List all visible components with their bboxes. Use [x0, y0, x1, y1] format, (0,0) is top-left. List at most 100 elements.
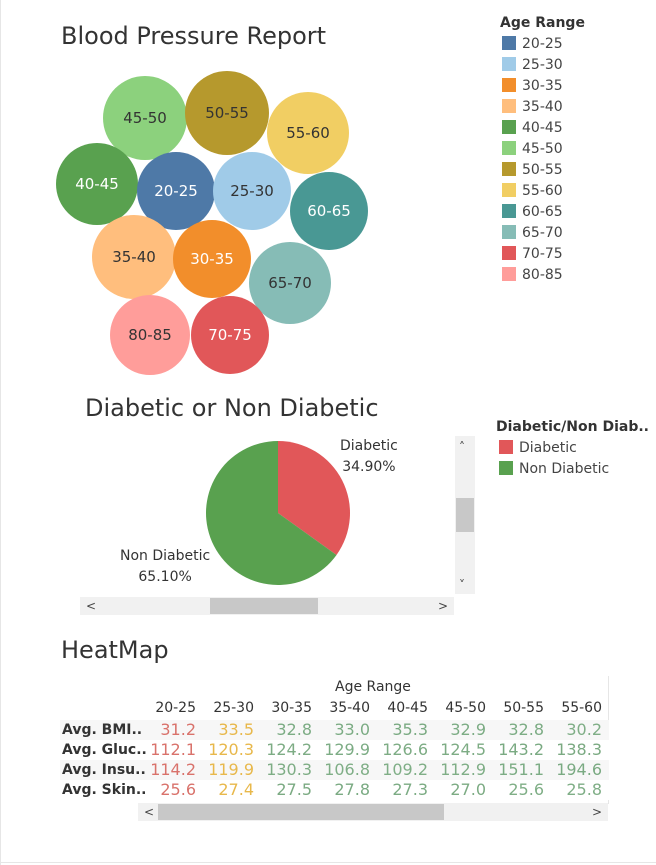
heatmap-cell[interactable]: 130.3: [266, 760, 312, 779]
bubble-20-25[interactable]: 20-25: [137, 152, 215, 230]
heatmap-cell[interactable]: 124.2: [266, 740, 312, 759]
heatmap-cell[interactable]: 31.2: [160, 720, 196, 739]
heatmap-cell[interactable]: 27.3: [392, 780, 428, 799]
heatmap-column-header: 50-55: [503, 700, 544, 716]
legend-swatch: [502, 36, 516, 50]
heatmap-cell[interactable]: 33.5: [218, 720, 254, 739]
heatmap-row: Avg. Skin.. 25.6 27.4 27.5 27.8 27.3 27.0 25.6 2…: [60, 780, 609, 800]
heatmap-cell[interactable]: 27.5: [276, 780, 312, 799]
bubble-25-30[interactable]: 25-30: [213, 152, 291, 230]
legend-item-20-25[interactable]: 20-25: [502, 36, 563, 56]
bubble-55-60[interactable]: 55-60: [267, 92, 349, 174]
legend-label: 30-35: [522, 78, 563, 94]
dashboard-left-edge: [0, 0, 1, 865]
chevron-up-icon[interactable]: ˄: [459, 440, 465, 454]
heatmap-row-label: Avg. Skin..: [62, 782, 147, 798]
legend-swatch: [502, 120, 516, 134]
chevron-down-icon[interactable]: ˅: [459, 578, 465, 592]
heatmap-cell[interactable]: 112.1: [150, 740, 196, 759]
pie-label-diabetic-value: 34.90%: [342, 459, 396, 475]
heatmap-cell[interactable]: 126.6: [382, 740, 428, 759]
heatmap-cell[interactable]: 114.2: [150, 760, 196, 779]
heatmap-column-header: 25-30: [213, 700, 254, 716]
pie-label-non-diabetic-name: Non Diabetic: [120, 548, 211, 564]
chevron-left-icon[interactable]: <: [144, 805, 155, 819]
legend-label: 60-65: [522, 204, 563, 220]
bubble-65-70[interactable]: 65-70: [249, 242, 331, 324]
pie-vertical-scroll-thumb[interactable]: [456, 498, 474, 532]
heatmap-cell[interactable]: 32.8: [276, 720, 312, 739]
age-range-legend-title: Age Range: [500, 15, 585, 31]
legend-item-non-diabetic[interactable]: Non Diabetic: [499, 461, 609, 481]
legend-item-diabetic[interactable]: Diabetic: [499, 440, 577, 460]
heatmap-cell[interactable]: 143.2: [498, 740, 544, 759]
heatmap-cell[interactable]: 25.6: [508, 780, 544, 799]
heatmap-column-header: 20-25: [155, 700, 196, 716]
pie-horizontal-scrollbar[interactable]: < >: [80, 597, 454, 615]
heatmap-cell[interactable]: 120.3: [208, 740, 254, 759]
heatmap-cell[interactable]: 27.4: [218, 780, 254, 799]
legend-label: 65-70: [522, 225, 563, 241]
pie-vertical-scrollbar[interactable]: ˄ ˅: [455, 436, 475, 594]
pie-slice-non-diabetic[interactable]: [205, 441, 337, 585]
heatmap-table[interactable]: Avg. BMI.. 31.2 33.5 32.8 33.0 35.3 32.9 32.8 30…: [60, 720, 609, 800]
heatmap-column-header: 30-35: [271, 700, 312, 716]
heatmap-cell[interactable]: 35.3: [392, 720, 428, 739]
heatmap-cell[interactable]: 32.8: [508, 720, 544, 739]
diabetic-legend-title: Diabetic/Non Diab..: [496, 419, 649, 435]
heatmap-cell[interactable]: 109.2: [382, 760, 428, 779]
bubble-45-50[interactable]: 45-50: [103, 76, 187, 160]
legend-item-60-65[interactable]: 60-65: [502, 204, 563, 224]
heatmap-column-headers: 20-25 25-30 30-35 35-40 40-45 45-50 50-55 55-60: [155, 700, 602, 716]
heatmap-cell[interactable]: 194.6: [556, 760, 602, 779]
bubble-40-45[interactable]: 40-45: [56, 143, 138, 225]
chevron-right-icon[interactable]: >: [438, 599, 449, 613]
bubble-70-75[interactable]: 70-75: [191, 296, 269, 374]
heatmap-cell[interactable]: 106.8: [324, 760, 370, 779]
heatmap-horizontal-scrollbar[interactable]: < >: [138, 803, 608, 821]
bubble-50-55[interactable]: 50-55: [185, 71, 269, 155]
legend-item-35-40[interactable]: 35-40: [502, 99, 563, 119]
bubble-35-40[interactable]: 35-40: [92, 215, 176, 299]
pie-slice-diabetic[interactable]: [278, 441, 350, 555]
legend-swatch: [502, 99, 516, 113]
heatmap-cell[interactable]: 30.2: [566, 720, 602, 739]
legend-item-40-45[interactable]: 40-45: [502, 120, 563, 140]
heatmap-row-label: Avg. Gluc..: [62, 742, 147, 758]
heatmap-cell[interactable]: 112.9: [440, 760, 486, 779]
heatmap-cell[interactable]: 25.6: [160, 780, 196, 799]
chevron-left-icon[interactable]: <: [86, 599, 97, 613]
bubble-30-35[interactable]: 30-35: [173, 220, 251, 298]
legend-item-45-50[interactable]: 45-50: [502, 141, 563, 161]
heatmap-horizontal-scroll-thumb[interactable]: [158, 804, 444, 820]
bubble-80-85[interactable]: 80-85: [110, 295, 190, 375]
heatmap-cell[interactable]: 33.0: [334, 720, 370, 739]
legend-item-50-55[interactable]: 50-55: [502, 162, 563, 182]
legend-item-55-60[interactable]: 55-60: [502, 183, 563, 203]
heatmap-cell[interactable]: 119.9: [208, 760, 254, 779]
heatmap-cell[interactable]: 32.9: [450, 720, 486, 739]
pie-horizontal-scroll-thumb[interactable]: [210, 598, 318, 614]
pie-chart[interactable]: [200, 435, 356, 591]
legend-swatch: [502, 141, 516, 155]
legend-item-30-35[interactable]: 30-35: [502, 78, 563, 98]
legend-item-65-70[interactable]: 65-70: [502, 225, 563, 245]
heatmap-cell[interactable]: 138.3: [556, 740, 602, 759]
heatmap-row: Avg. Gluc.. 112.1 120.3 124.2 129.9 126.6 124.…: [60, 740, 609, 760]
legend-item-70-75[interactable]: 70-75: [502, 246, 563, 266]
bubble-60-65[interactable]: 60-65: [290, 172, 368, 250]
heatmap-cell[interactable]: 27.8: [334, 780, 370, 799]
heatmap-cell[interactable]: 151.1: [498, 760, 544, 779]
bubble-chart[interactable]: 45-50 50-55 55-60 40-45 20-25 25-30 60-65 35-40…: [0, 0, 480, 390]
legend-label: Diabetic: [519, 440, 577, 456]
legend-item-80-85[interactable]: 80-85: [502, 267, 563, 287]
heatmap-cell[interactable]: 25.8: [566, 780, 602, 799]
legend-label: 50-55: [522, 162, 563, 178]
heatmap-cell[interactable]: 124.5: [440, 740, 486, 759]
chevron-right-icon[interactable]: >: [592, 805, 603, 819]
heatmap-cell[interactable]: 27.0: [450, 780, 486, 799]
legend-item-25-30[interactable]: 25-30: [502, 57, 563, 77]
pie-label-non-diabetic-value: 65.10%: [138, 569, 192, 585]
heatmap-cell[interactable]: 129.9: [324, 740, 370, 759]
heatmap-row-label: Avg. BMI..: [62, 722, 143, 738]
